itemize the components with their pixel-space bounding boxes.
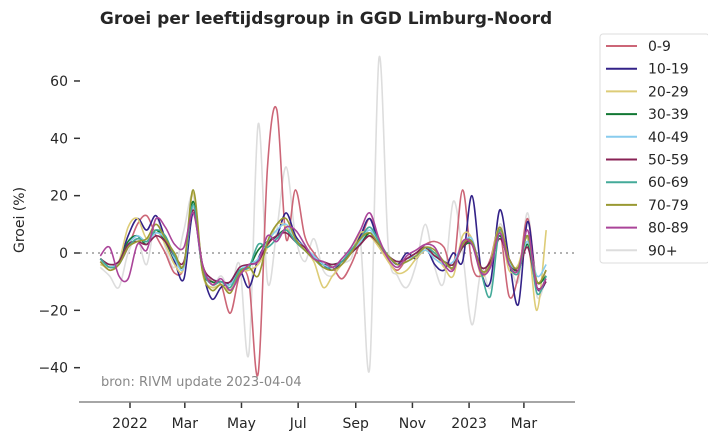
y-tick-label: −40 [38,361,68,377]
x-tick-label: 2022 [112,416,148,432]
y-tick-label: 60 [50,74,68,90]
y-tick-label: 40 [50,131,68,147]
x-tick-label: Nov [399,416,426,432]
series-line-90plus [99,55,547,373]
x-ticks: 2022 Mar May Jul Sep Nov 2023 Mar [112,402,537,432]
y-tick-label: −20 [38,303,68,319]
series-line-70-79 [99,189,547,295]
x-tick-label: 2023 [451,416,487,432]
y-tick-label: 0 [59,246,68,262]
y-axis-label: Groei (%) [12,187,28,253]
legend-label: 10-19 [648,62,689,78]
x-tick-label: Jul [289,416,307,432]
legend-label: 60-69 [648,175,689,191]
source-annotation: bron: RIVM update 2023-04-04 [101,375,302,390]
legend-label: 40-49 [648,130,689,146]
series-lines [99,55,547,377]
legend-label: 50-59 [648,153,689,169]
legend-label: 20-29 [648,84,689,100]
y-tick-label: 20 [50,189,68,205]
legend-label: 70-79 [648,198,689,214]
x-tick-label: May [227,416,256,432]
series-line-80-89 [99,212,547,292]
legend-label: 30-39 [648,107,689,123]
series-line-0-9 [99,106,547,377]
legend-label: 80-89 [648,221,689,237]
chart-title: Groei per leeftijdsgroup in GGD Limburg-… [100,9,552,29]
x-tick-label: Sep [343,416,370,432]
legend-label: 0-9 [648,39,671,55]
x-tick-label: Mar [511,416,538,432]
y-ticks: 60 40 20 0 −20 −40 [38,74,80,377]
series-line-40-49 [99,206,547,286]
legend: 0-9 10-19 20-29 30-39 40-49 50-59 60-69 70-79 80… [606,39,689,259]
legend-label: 90+ [648,243,678,259]
x-tick-label: Mar [172,416,199,432]
